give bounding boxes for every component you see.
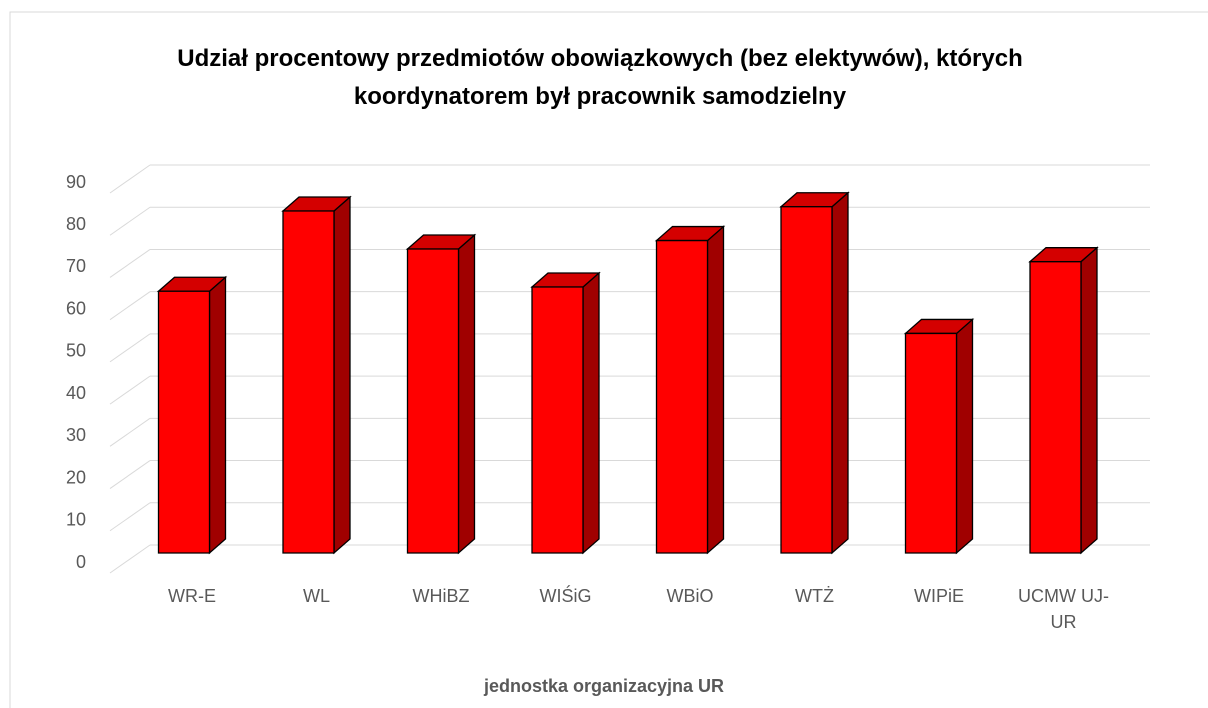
bar-front [780,206,833,554]
x-axis-title: jednostka organizacyjna UR [483,676,725,696]
y-tick-label: 50 [66,341,86,361]
bar-front [282,210,335,554]
y-tick-label: 90 [66,172,86,192]
y-tick-label: 0 [76,552,86,572]
y-tick-label: 80 [66,214,86,234]
y-tick-label: 60 [66,298,86,318]
bar-side [706,225,725,555]
bar-side [457,233,476,555]
bar-side [831,191,849,555]
bar-front [904,332,958,554]
x-tick-label: WIŚiG [539,586,592,606]
bar [903,318,975,555]
bar-front [406,248,460,554]
grid-line [109,375,151,405]
grid-line [109,249,151,278]
grid-line [109,544,151,574]
chart-border [9,11,1208,708]
chart-title: Udział procentowy przedmiotów obowiązkow… [177,45,1023,110]
y-tick-label: 30 [66,425,86,445]
bar-side [1080,246,1098,555]
bar [405,233,477,555]
y-tick-label: 70 [66,256,86,276]
bar [779,191,850,555]
bar [156,275,228,555]
x-tick-label: WTŻ [795,586,834,606]
bar-side [582,271,600,555]
bar-front [157,290,211,554]
y-tick-label: 20 [66,467,86,487]
bar-front [531,286,584,554]
x-tick-label: WBiO [666,586,714,606]
bar-front [655,239,709,554]
bar [654,225,726,555]
bar-front [1029,261,1082,554]
grid-line [109,502,151,532]
grid-line [109,460,151,489]
y-tick-label: 40 [66,383,86,403]
bar-side [333,195,351,555]
x-tick-label: WIPiE [913,586,964,606]
x-tick-label: WR-E [168,586,216,606]
bar [530,271,601,555]
x-tick-label: WL [303,586,330,606]
grid-line [109,333,151,363]
bar [281,195,352,555]
grid-line [109,291,151,321]
bar-side [208,275,227,555]
x-tick-label: WHiBZ [412,586,470,606]
x-tick-label: UCMW UJ-UR [1018,586,1109,632]
grid-line [109,164,151,194]
bar [1028,246,1099,555]
bar-side [955,318,974,555]
y-tick-label: 10 [66,510,86,530]
grid-line [109,417,151,447]
grid-line [109,206,151,236]
